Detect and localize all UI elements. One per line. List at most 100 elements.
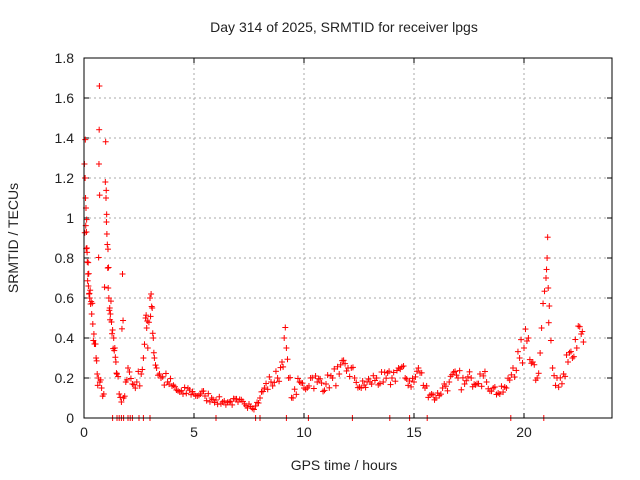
y-tick-label: 0.8 bbox=[55, 250, 75, 266]
data-point bbox=[138, 371, 145, 377]
data-point bbox=[387, 381, 394, 388]
data-point bbox=[153, 365, 160, 371]
data-point bbox=[86, 295, 93, 301]
data-point bbox=[528, 360, 535, 367]
data-point bbox=[458, 386, 465, 393]
data-point bbox=[513, 367, 520, 374]
data-point bbox=[94, 371, 101, 377]
data-point bbox=[535, 370, 542, 377]
data-point bbox=[428, 391, 435, 397]
data-point bbox=[259, 388, 266, 395]
data-point bbox=[466, 368, 473, 375]
data-point bbox=[279, 359, 285, 365]
data-point bbox=[101, 284, 108, 291]
data-point bbox=[337, 361, 344, 368]
data-point bbox=[452, 368, 459, 375]
data-point bbox=[227, 398, 234, 405]
data-point bbox=[272, 368, 279, 375]
data-point bbox=[188, 391, 195, 398]
data-point bbox=[392, 378, 399, 385]
data-point bbox=[370, 372, 377, 379]
data-point bbox=[202, 393, 208, 399]
data-point bbox=[82, 175, 89, 181]
data-point bbox=[321, 387, 328, 394]
data-point bbox=[496, 391, 503, 397]
data-point bbox=[216, 393, 223, 400]
data-point bbox=[538, 325, 545, 331]
data-point bbox=[161, 382, 168, 389]
data-point bbox=[323, 381, 329, 387]
data-point bbox=[565, 359, 571, 365]
data-point bbox=[111, 347, 118, 354]
data-point bbox=[277, 364, 284, 371]
data-point bbox=[444, 387, 451, 394]
data-point bbox=[274, 375, 281, 381]
data-point bbox=[141, 341, 148, 348]
data-point bbox=[92, 341, 99, 348]
data-point bbox=[359, 378, 366, 385]
data-point bbox=[475, 380, 482, 387]
data-point bbox=[317, 375, 324, 382]
data-point bbox=[453, 372, 460, 379]
data-point bbox=[483, 379, 490, 385]
data-point bbox=[572, 336, 579, 343]
data-point bbox=[541, 288, 548, 295]
data-point bbox=[132, 385, 139, 392]
data-point bbox=[519, 359, 526, 366]
data-point bbox=[205, 390, 212, 397]
data-point bbox=[506, 377, 513, 384]
data-point bbox=[136, 382, 143, 389]
data-point bbox=[159, 373, 166, 380]
chart-title: Day 314 of 2025, SRMTID for receiver lpg… bbox=[210, 19, 478, 35]
data-point bbox=[567, 348, 574, 355]
data-point bbox=[125, 365, 131, 371]
data-point bbox=[103, 231, 110, 237]
data-point bbox=[140, 355, 147, 361]
data-point bbox=[525, 335, 532, 341]
data-point bbox=[119, 271, 126, 277]
data-point bbox=[326, 384, 333, 391]
data-point bbox=[104, 241, 111, 248]
data-point bbox=[514, 348, 521, 355]
data-point bbox=[305, 382, 312, 389]
y-tick-label: 1.2 bbox=[55, 170, 75, 186]
data-point bbox=[130, 381, 137, 388]
data-point bbox=[558, 380, 565, 387]
data-point bbox=[383, 375, 390, 382]
data-point bbox=[390, 369, 397, 376]
data-point bbox=[107, 298, 114, 305]
data-point bbox=[464, 373, 471, 380]
data-point bbox=[112, 354, 119, 361]
data-point bbox=[118, 399, 125, 405]
data-point bbox=[85, 270, 92, 277]
data-point bbox=[566, 349, 573, 356]
data-point bbox=[143, 325, 150, 331]
y-tick-label: 0.4 bbox=[55, 330, 75, 346]
data-point bbox=[293, 391, 300, 398]
data-point bbox=[415, 365, 422, 371]
y-tick-label: 1.6 bbox=[55, 90, 75, 106]
data-point bbox=[543, 275, 549, 281]
data-point bbox=[555, 384, 562, 391]
data-point bbox=[437, 391, 444, 398]
data-point bbox=[500, 389, 507, 396]
data-point bbox=[147, 295, 153, 301]
data-point bbox=[103, 187, 110, 194]
data-point bbox=[129, 381, 136, 387]
data-point bbox=[197, 391, 204, 397]
data-point bbox=[331, 365, 338, 372]
data-point bbox=[477, 371, 483, 377]
data-point bbox=[103, 195, 109, 201]
data-point bbox=[529, 359, 536, 365]
data-point bbox=[336, 371, 343, 377]
data-point bbox=[576, 323, 583, 330]
data-point bbox=[412, 373, 419, 380]
data-point bbox=[139, 366, 146, 373]
data-point bbox=[89, 321, 96, 327]
data-point bbox=[312, 373, 319, 380]
data-point bbox=[213, 397, 219, 403]
grid bbox=[83, 57, 612, 419]
data-point bbox=[83, 216, 90, 223]
data-point bbox=[155, 372, 162, 379]
data-point bbox=[156, 370, 163, 377]
